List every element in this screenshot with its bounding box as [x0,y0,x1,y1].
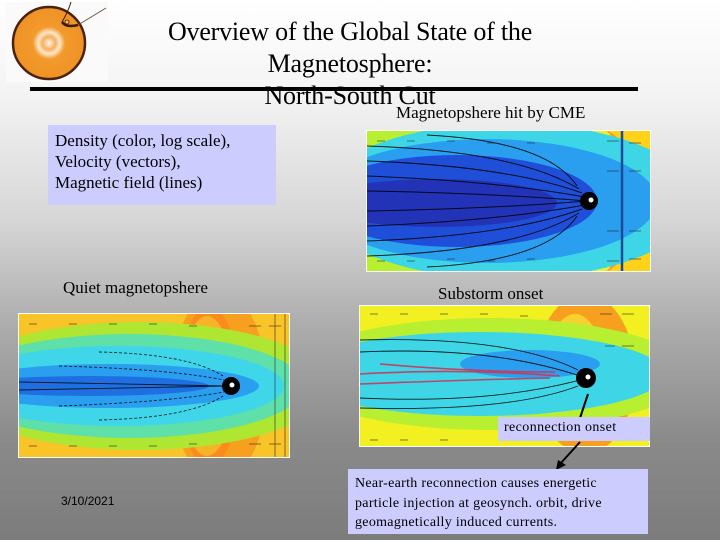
legend-density: Density (color, log scale), [55,131,231,150]
legend-magnetic-field: Magnetic field (lines) [55,173,203,192]
page-title: Overview of the Global State of the Magn… [100,16,600,112]
title-line-2: North-South Cut [264,81,436,110]
title-divider [30,87,638,91]
cme-panel-caption: Magnetopshere hit by CME [396,103,586,122]
effect-line-3: geomagnetically induced currents. [355,515,558,530]
quiet-magnetosphere-plot [18,313,290,458]
logo [6,2,108,82]
legend-box: Density (color, log scale), Velocity (ve… [48,125,276,205]
legend-velocity: Velocity (vectors), [55,152,181,171]
cme-magnetosphere-plot [366,130,651,272]
reconnection-effects-note: Near-earth reconnection causes energetic… [348,469,648,534]
substorm-magnetosphere-plot [359,305,650,447]
quiet-panel-caption: Quiet magnetopshere [63,278,208,297]
slide-date: 3/10/2021 [61,494,115,508]
substorm-panel-caption: Substorm onset [438,284,544,303]
title-line-1: Overview of the Global State of the Magn… [167,17,533,78]
pointer-arrow-icon [556,441,581,470]
effect-line-2: particle injection at geosynch. orbit, d… [355,495,602,511]
sun-orbit-logo-icon [11,2,107,81]
effect-line-1: Near-earth reconnection causes energetic [355,476,597,491]
reconnection-onset-label: reconnection onset [498,417,650,441]
